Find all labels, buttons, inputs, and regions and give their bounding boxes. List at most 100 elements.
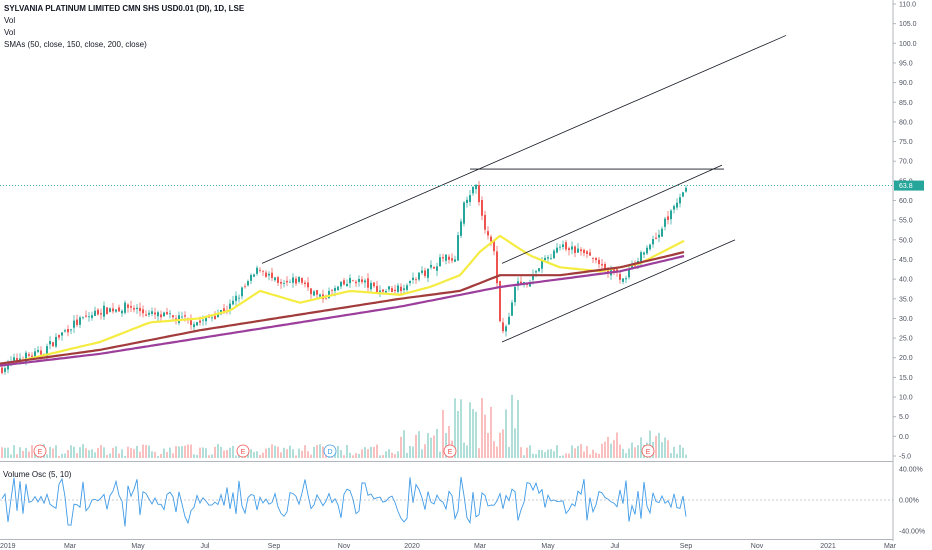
volume-bar	[544, 452, 546, 458]
volume-bar	[370, 446, 372, 458]
candle-body	[580, 249, 582, 252]
candle-body	[436, 266, 438, 271]
time-tick-label: Jul	[611, 543, 620, 550]
volume-bar	[409, 445, 411, 458]
candle-body	[427, 268, 429, 278]
candle-body	[643, 252, 645, 255]
volume-bar	[598, 453, 600, 458]
candle-body	[406, 285, 408, 290]
candle-body	[631, 265, 633, 268]
volume-bar	[655, 435, 657, 458]
candle-body	[385, 290, 387, 293]
volume-bar	[211, 454, 213, 458]
candle-body	[331, 289, 333, 291]
volume-bar	[433, 435, 435, 458]
volume-bar	[283, 447, 285, 458]
volume-bar	[166, 452, 168, 458]
candle-body	[136, 307, 138, 310]
candle-body	[364, 280, 366, 283]
candle-body	[661, 228, 663, 237]
candle-body	[28, 354, 30, 356]
event-marker-label: E	[38, 449, 43, 456]
candle-body	[73, 320, 75, 328]
candle-body	[379, 290, 381, 293]
price-tick-label: 60.0	[899, 198, 913, 205]
volume-bar	[547, 449, 549, 458]
volume-bar	[358, 453, 360, 458]
volume-bar	[541, 450, 543, 458]
volume-bar	[430, 437, 432, 458]
candle-body	[202, 319, 204, 321]
volume-bar	[292, 449, 294, 458]
volume-bar	[16, 454, 18, 458]
volume-bar	[31, 445, 33, 458]
volume-bar	[394, 454, 396, 458]
candle-body	[595, 257, 597, 261]
volume-bar	[631, 442, 633, 458]
volume-bar	[259, 454, 261, 458]
volume-bar	[178, 446, 180, 458]
volume-bar	[508, 447, 510, 458]
volume-bar	[463, 442, 465, 458]
volume-bar	[607, 436, 609, 458]
candle-body	[214, 315, 216, 320]
trendline-0	[261, 35, 787, 264]
candle-body	[559, 246, 561, 248]
candle-body	[511, 302, 513, 316]
volume-bar	[628, 448, 630, 458]
volume-bar	[289, 445, 291, 458]
candle-body	[451, 258, 453, 261]
candle-body	[325, 298, 327, 300]
volume-bar	[406, 452, 408, 458]
event-marker-circle	[641, 444, 655, 458]
volume-bar	[532, 453, 534, 458]
volume-bar	[49, 446, 51, 458]
volume-bar	[388, 449, 390, 458]
candle-body	[400, 286, 402, 292]
candle-body	[166, 312, 168, 315]
volume-bar	[70, 445, 72, 458]
price-tick-label: 35.0	[899, 296, 913, 303]
candle-body	[277, 277, 279, 283]
candle-body	[88, 316, 90, 318]
price-tick-label: 110.0	[899, 2, 916, 9]
candle-body	[304, 282, 306, 285]
price-tick-label: 85.0	[899, 100, 913, 107]
volume-bar	[250, 449, 252, 458]
time-tick-label: Mar	[64, 543, 77, 550]
volume-bar	[253, 451, 255, 458]
candle-body	[292, 277, 294, 283]
candle-body	[52, 342, 54, 347]
volume-bar	[109, 453, 111, 458]
candle-body	[142, 309, 144, 314]
time-tick-label: Mar	[884, 543, 897, 550]
volume-bar	[232, 445, 234, 458]
volume-bar	[67, 450, 69, 458]
price-axis[interactable]: 110.0 105.0 100.0 95.0 90.0 85.0 80.0 75.0 70.0 6…	[0, 2, 925, 536]
candle-body	[223, 308, 225, 313]
oscillator-line	[1, 476, 687, 527]
volume-bar	[118, 453, 120, 458]
volume-bar	[163, 448, 165, 458]
price-tick-label: 75.0	[899, 139, 913, 146]
volume-bar	[523, 455, 525, 458]
candle-body	[448, 256, 450, 260]
volume-bar	[307, 451, 309, 458]
volume-bar	[121, 449, 123, 458]
event-marker-label: E	[241, 449, 246, 456]
candle-body	[256, 267, 258, 274]
volume-bar	[436, 428, 438, 458]
volume-bar	[622, 448, 624, 458]
volume-bar	[520, 447, 522, 458]
volume-bar	[97, 448, 99, 458]
candle-body	[109, 308, 111, 312]
time-axis[interactable]: 2019 Mar May Jul Sep Nov 2020 Mar May Jul Sep Nov 20…	[0, 543, 897, 550]
candle-body	[217, 313, 219, 318]
candle-body	[16, 358, 18, 361]
candle-body	[334, 288, 336, 291]
volume-bar	[427, 433, 429, 458]
sma-line-0	[0, 234, 685, 367]
osc-tick-label: -40.00%	[899, 529, 925, 536]
candle-body	[289, 281, 291, 283]
volume-bar	[568, 453, 570, 458]
